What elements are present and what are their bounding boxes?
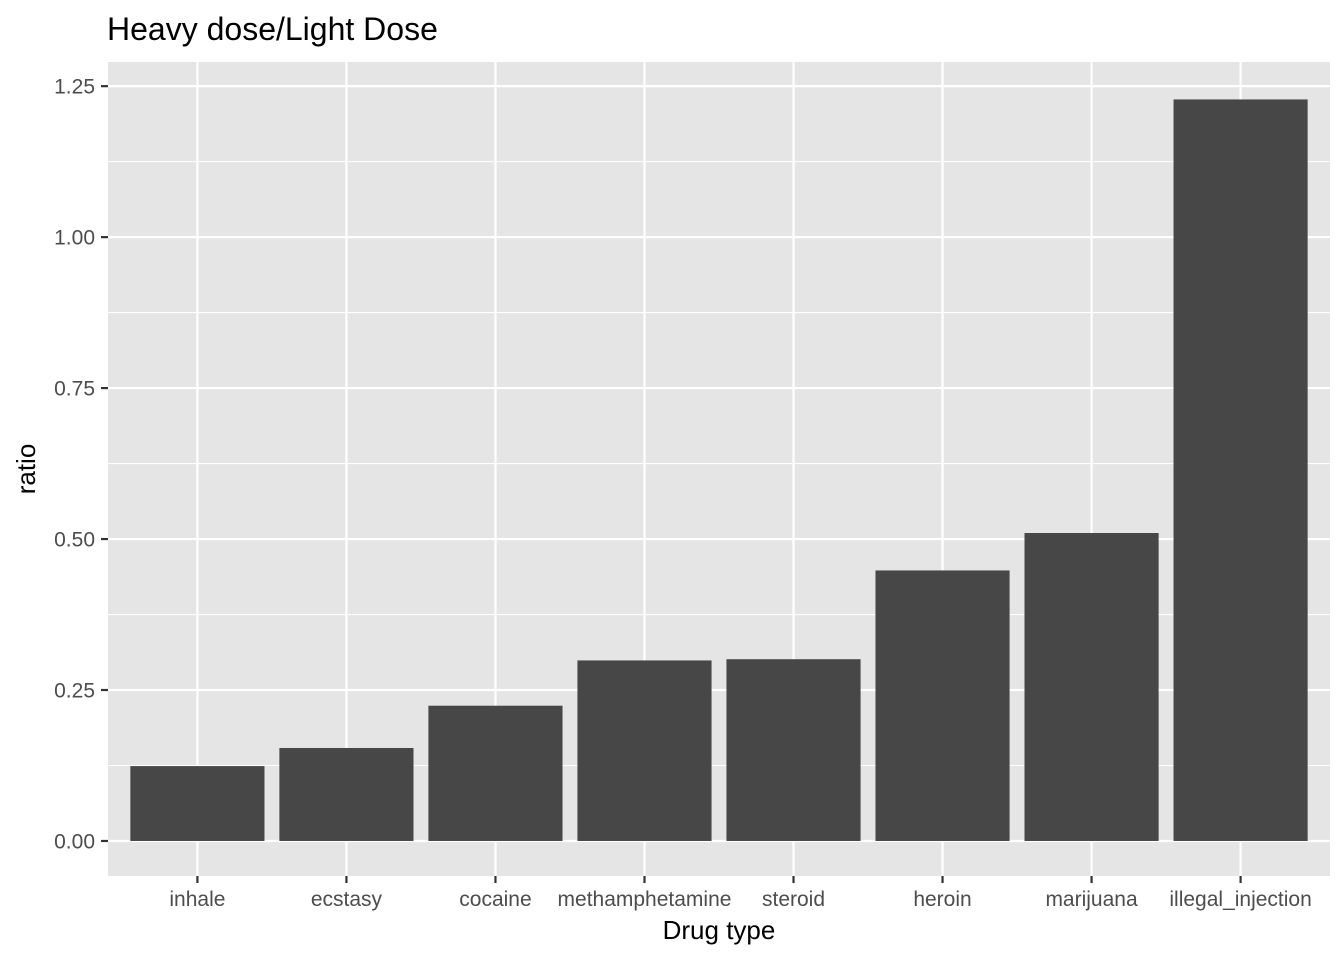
x-tick-label: marijuana [1045,888,1138,911]
y-tick-label: 0.50 [54,529,95,552]
y-tick-label: 1.00 [54,227,95,250]
y-tick-label: 0.00 [54,830,95,853]
bar-heroin [875,570,1010,841]
x-tick-label: heroin [913,888,971,911]
bar-illegal_injection [1173,99,1308,841]
bar-ecstasy [279,747,414,841]
y-axis-title: ratio [11,444,41,495]
y-tick-label: 1.25 [54,76,95,99]
bar-cocaine [428,705,563,841]
y-axis: 0.00 0.25 0.50 0.75 1.00 1.25 [54,76,108,853]
x-tick-label: steroid [762,888,825,911]
y-tick-label: 0.25 [54,680,95,703]
x-tick-label: inhale [169,888,225,911]
x-tick-label: ecstasy [311,888,383,911]
bar-inhale [130,766,265,841]
chart-title: Heavy dose/Light Dose [107,11,438,47]
x-tick-label: illegal_injection [1169,888,1311,911]
bar-marijuana [1024,533,1159,841]
x-tick-label: methamphetamine [558,888,732,911]
x-axis: inhale ecstasy cocaine methamphetamine stero… [169,876,1312,911]
bar-steroid [726,659,861,841]
x-axis-title: Drug type [663,915,776,945]
x-tick-label: cocaine [459,888,531,911]
bars [130,99,1308,841]
bar-methamphetamine [577,660,712,841]
y-tick-label: 0.75 [54,378,95,401]
